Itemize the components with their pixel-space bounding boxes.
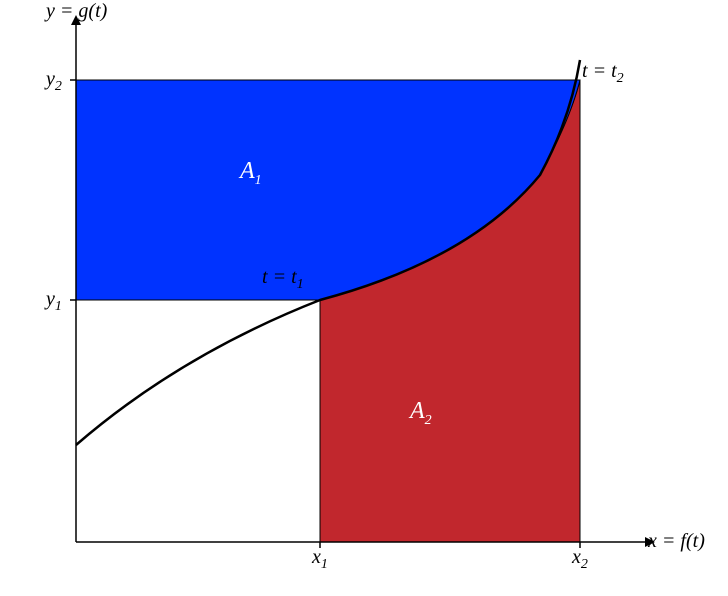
x-axis-title: x = f(t) [648, 530, 705, 553]
diagram-container: y = g(t) x = f(t) y2 y1 x1 x2 t = t1 t =… [0, 0, 728, 596]
label-t1: t = t1 [262, 266, 304, 293]
label-x2: x2 [572, 546, 588, 573]
y-axis-title: y = g(t) [46, 0, 107, 23]
diagram-svg [0, 0, 728, 596]
label-y1: y1 [46, 288, 62, 315]
label-t2: t = t2 [582, 60, 624, 87]
label-x1: x1 [312, 546, 328, 573]
label-y2: y2 [46, 68, 62, 95]
label-a1: A1 [240, 158, 262, 189]
label-a2: A2 [410, 398, 432, 429]
